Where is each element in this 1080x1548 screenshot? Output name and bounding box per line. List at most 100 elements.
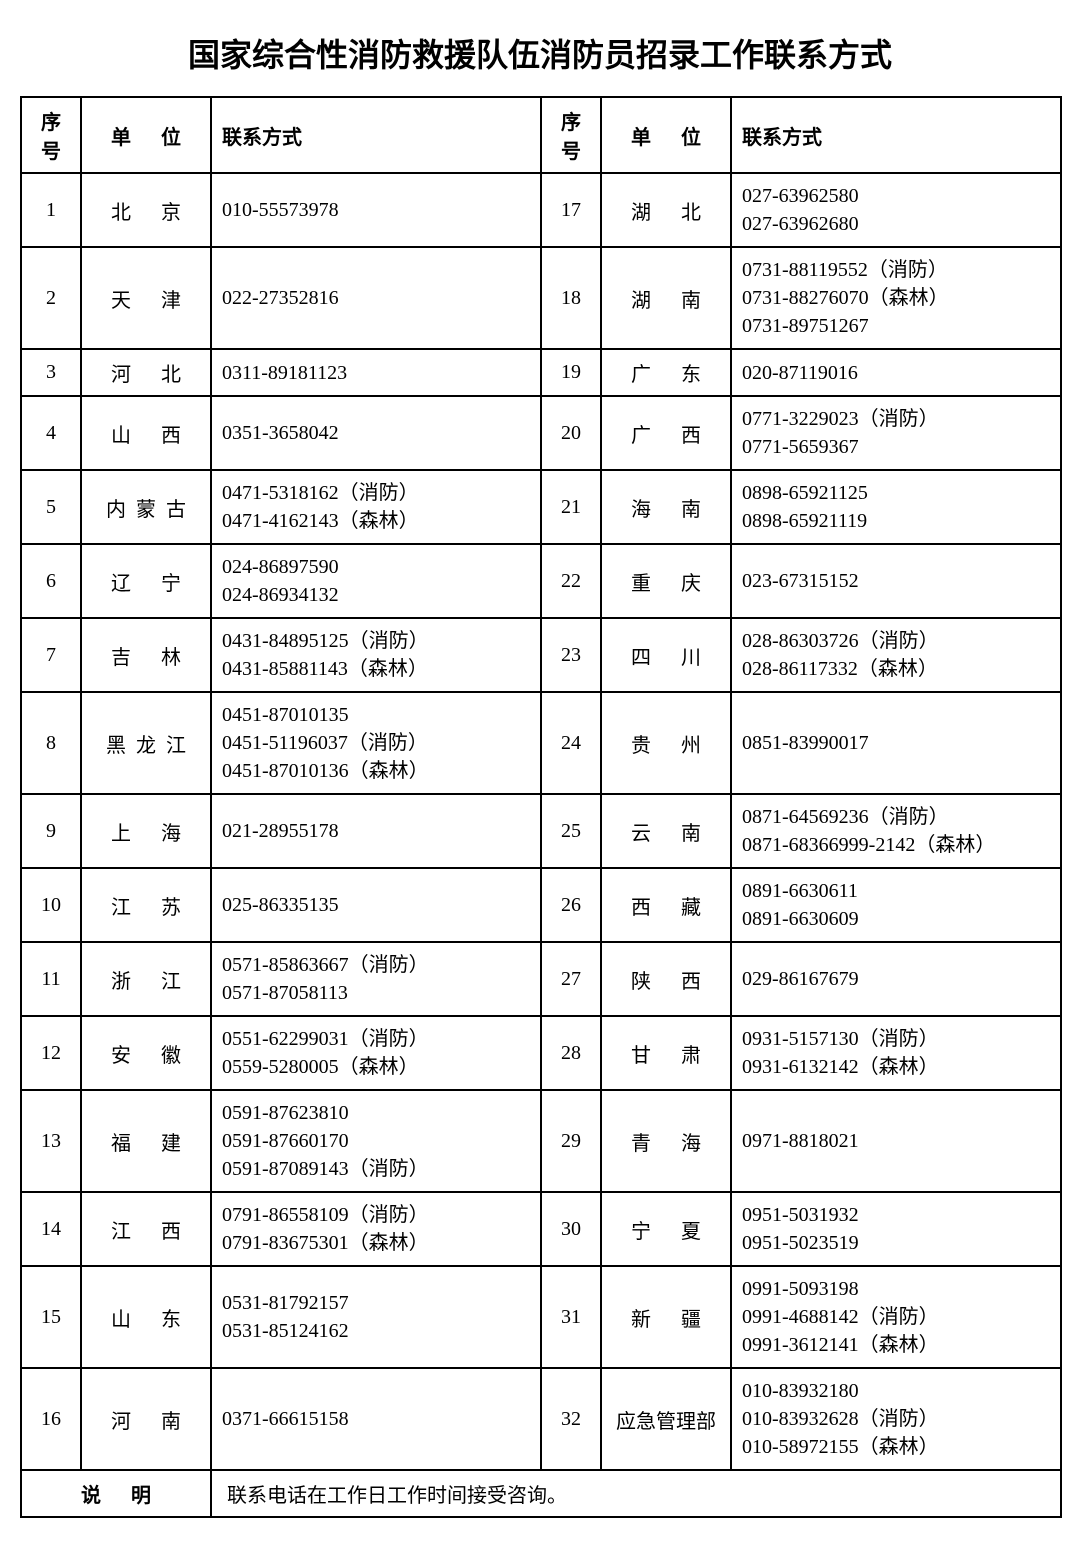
cell-unit: 浙江 [81, 942, 211, 1016]
cell-num: 13 [21, 1090, 81, 1192]
cell-contact: 023-67315152 [731, 544, 1061, 618]
cell-contact: 0731-88119552（消防） 0731-88276070（森林） 0731… [731, 247, 1061, 349]
cell-num: 22 [541, 544, 601, 618]
cell-num: 31 [541, 1266, 601, 1368]
cell-unit: 青海 [601, 1090, 731, 1192]
cell-num: 12 [21, 1016, 81, 1090]
cell-num: 32 [541, 1368, 601, 1470]
cell-contact: 0771-3229023（消防） 0771-5659367 [731, 396, 1061, 470]
cell-unit: 黑龙江 [81, 692, 211, 794]
cell-num: 9 [21, 794, 81, 868]
cell-contact: 0971-8818021 [731, 1090, 1061, 1192]
cell-contact: 0371-66615158 [211, 1368, 541, 1470]
cell-unit: 新疆 [601, 1266, 731, 1368]
cell-contact: 0931-5157130（消防） 0931-6132142（森林） [731, 1016, 1061, 1090]
cell-contact: 0451-87010135 0451-51196037（消防） 0451-870… [211, 692, 541, 794]
cell-contact: 0591-87623810 0591-87660170 0591-8708914… [211, 1090, 541, 1192]
cell-contact: 020-87119016 [731, 349, 1061, 396]
cell-unit: 重庆 [601, 544, 731, 618]
cell-num: 23 [541, 618, 601, 692]
cell-num: 3 [21, 349, 81, 396]
cell-num: 6 [21, 544, 81, 618]
cell-contact: 010-55573978 [211, 173, 541, 247]
cell-unit: 吉林 [81, 618, 211, 692]
cell-num: 15 [21, 1266, 81, 1368]
table-row: 1北京010-5557397817湖北027-63962580 027-6396… [21, 173, 1061, 247]
cell-contact: 025-86335135 [211, 868, 541, 942]
cell-num: 14 [21, 1192, 81, 1266]
footer-row: 说明 联系电话在工作日工作时间接受咨询。 [21, 1470, 1061, 1517]
footer-text: 联系电话在工作日工作时间接受咨询。 [211, 1470, 1061, 1517]
page-title: 国家综合性消防救援队伍消防员招录工作联系方式 [20, 30, 1060, 76]
cell-num: 1 [21, 173, 81, 247]
cell-num: 21 [541, 470, 601, 544]
cell-num: 26 [541, 868, 601, 942]
cell-contact: 0311-89181123 [211, 349, 541, 396]
cell-num: 17 [541, 173, 601, 247]
cell-unit: 西藏 [601, 868, 731, 942]
cell-contact: 029-86167679 [731, 942, 1061, 1016]
cell-num: 5 [21, 470, 81, 544]
cell-num: 29 [541, 1090, 601, 1192]
cell-unit: 四川 [601, 618, 731, 692]
footer-label: 说明 [21, 1470, 211, 1517]
cell-contact: 024-86897590 024-86934132 [211, 544, 541, 618]
cell-unit: 天津 [81, 247, 211, 349]
cell-unit: 江苏 [81, 868, 211, 942]
header-contact-left: 联系方式 [211, 97, 541, 173]
table-row: 10江苏025-8633513526西藏0891-6630611 0891-66… [21, 868, 1061, 942]
cell-unit: 山西 [81, 396, 211, 470]
cell-num: 19 [541, 349, 601, 396]
cell-unit: 福建 [81, 1090, 211, 1192]
cell-contact: 0851-83990017 [731, 692, 1061, 794]
cell-unit: 广西 [601, 396, 731, 470]
cell-unit: 上海 [81, 794, 211, 868]
cell-num: 11 [21, 942, 81, 1016]
cell-contact: 0431-84895125（消防） 0431-85881143（森林） [211, 618, 541, 692]
header-num-left: 序号 [21, 97, 81, 173]
cell-unit: 山东 [81, 1266, 211, 1368]
cell-num: 18 [541, 247, 601, 349]
table-row: 4山西0351-365804220广西0771-3229023（消防） 0771… [21, 396, 1061, 470]
cell-unit: 宁夏 [601, 1192, 731, 1266]
header-contact-right: 联系方式 [731, 97, 1061, 173]
cell-num: 8 [21, 692, 81, 794]
cell-unit: 内蒙古 [81, 470, 211, 544]
cell-num: 27 [541, 942, 601, 1016]
table-row: 9上海021-2895517825云南0871-64569236（消防） 087… [21, 794, 1061, 868]
header-num-right: 序号 [541, 97, 601, 173]
table-row: 3河北0311-8918112319广东020-87119016 [21, 349, 1061, 396]
table-row: 15山东0531-81792157 0531-8512416231新疆0991-… [21, 1266, 1061, 1368]
cell-unit: 湖南 [601, 247, 731, 349]
contact-table: 序号 单位 联系方式 序号 单位 联系方式 1北京010-5557397817湖… [20, 96, 1062, 1518]
cell-num: 20 [541, 396, 601, 470]
cell-contact: 0351-3658042 [211, 396, 541, 470]
cell-unit: 湖北 [601, 173, 731, 247]
header-unit-right: 单位 [601, 97, 731, 173]
cell-unit: 安徽 [81, 1016, 211, 1090]
table-row: 2天津022-2735281618湖南0731-88119552（消防） 073… [21, 247, 1061, 349]
cell-unit: 贵州 [601, 692, 731, 794]
cell-num: 2 [21, 247, 81, 349]
cell-unit: 陕西 [601, 942, 731, 1016]
header-row: 序号 单位 联系方式 序号 单位 联系方式 [21, 97, 1061, 173]
cell-num: 24 [541, 692, 601, 794]
cell-num: 4 [21, 396, 81, 470]
table-row: 6辽宁024-86897590 024-8693413222重庆023-6731… [21, 544, 1061, 618]
cell-contact: 0991-5093198 0991-4688142（消防） 0991-36121… [731, 1266, 1061, 1368]
cell-contact: 0551-62299031（消防） 0559-5280005（森林） [211, 1016, 541, 1090]
cell-unit: 辽宁 [81, 544, 211, 618]
cell-num: 28 [541, 1016, 601, 1090]
table-row: 5内蒙古0471-5318162（消防） 0471-4162143（森林）21海… [21, 470, 1061, 544]
cell-unit: 北京 [81, 173, 211, 247]
cell-num: 16 [21, 1368, 81, 1470]
cell-num: 30 [541, 1192, 601, 1266]
cell-unit: 云南 [601, 794, 731, 868]
table-row: 12安徽0551-62299031（消防） 0559-5280005（森林）28… [21, 1016, 1061, 1090]
cell-contact: 022-27352816 [211, 247, 541, 349]
cell-contact: 0891-6630611 0891-6630609 [731, 868, 1061, 942]
cell-contact: 010-83932180 010-83932628（消防） 010-589721… [731, 1368, 1061, 1470]
cell-contact: 0471-5318162（消防） 0471-4162143（森林） [211, 470, 541, 544]
cell-contact: 021-28955178 [211, 794, 541, 868]
cell-unit: 江西 [81, 1192, 211, 1266]
